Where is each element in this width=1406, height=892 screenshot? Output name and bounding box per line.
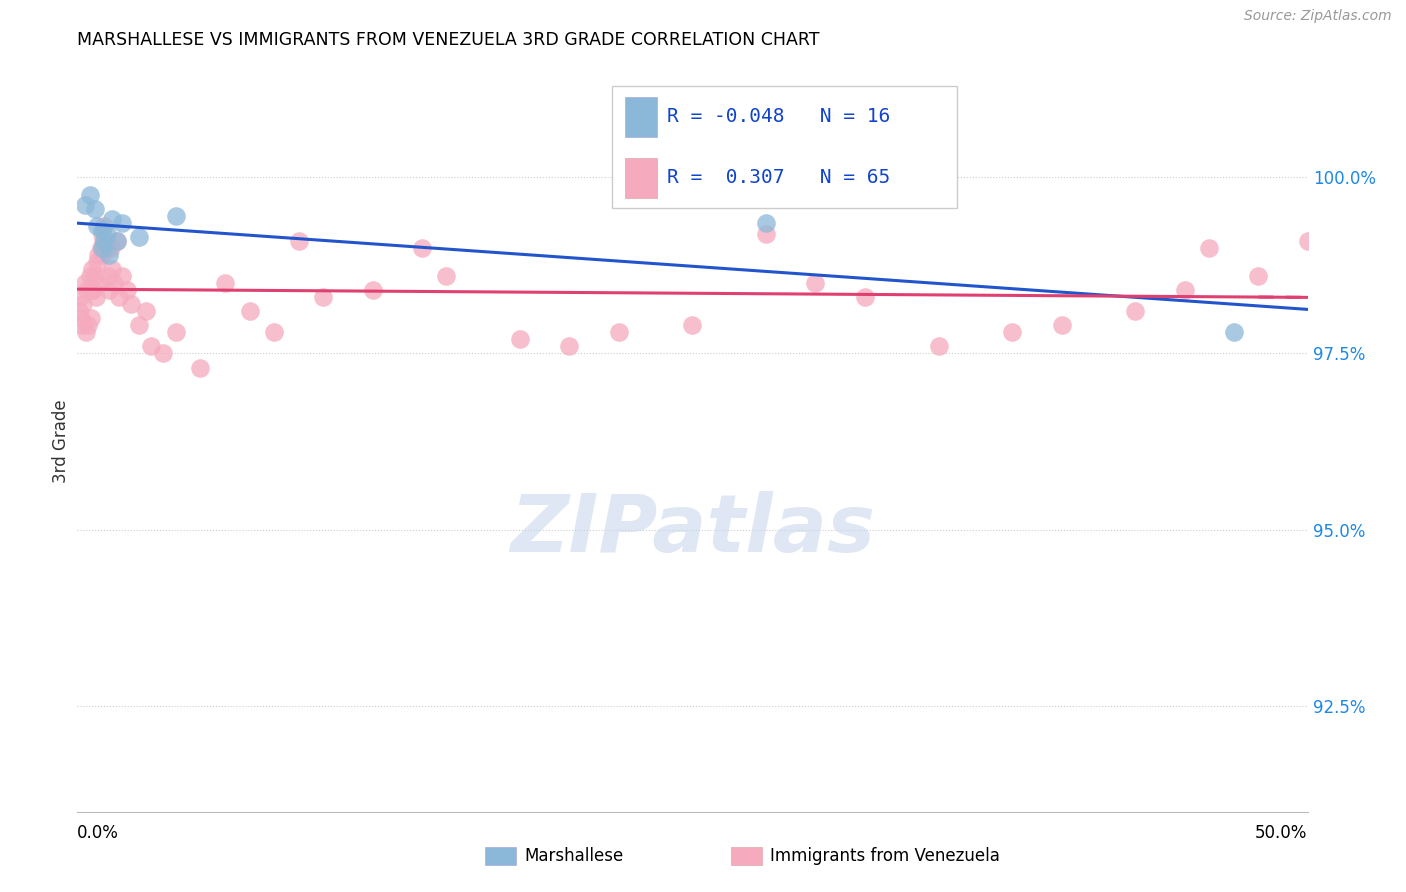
- Point: [239, 304, 262, 318]
- Point: [103, 276, 125, 290]
- Point: [165, 325, 187, 339]
- Point: [90, 248, 114, 262]
- Point: [1001, 325, 1024, 339]
- Point: [82, 283, 104, 297]
- Point: [105, 234, 128, 248]
- Point: [83, 268, 105, 283]
- Point: [90, 223, 114, 237]
- Point: [70, 318, 93, 333]
- Point: [682, 318, 704, 333]
- Point: [79, 268, 101, 283]
- Point: [96, 234, 118, 248]
- Point: [90, 241, 112, 255]
- Point: [115, 283, 138, 297]
- Point: [87, 248, 110, 262]
- Point: [165, 209, 187, 223]
- Text: Marshallese: Marshallese: [524, 847, 624, 865]
- Point: [94, 241, 117, 255]
- Point: [91, 234, 114, 248]
- Point: [361, 283, 384, 297]
- Point: [83, 202, 105, 216]
- Point: [108, 290, 131, 304]
- Point: [86, 254, 108, 268]
- Point: [73, 276, 96, 290]
- Text: ZIPatlas: ZIPatlas: [510, 491, 875, 569]
- Point: [1223, 325, 1246, 339]
- Point: [1247, 268, 1270, 283]
- Point: [101, 261, 124, 276]
- Point: [607, 325, 630, 339]
- Point: [80, 311, 103, 326]
- Point: [98, 283, 121, 297]
- Point: [90, 241, 114, 255]
- Point: [72, 297, 94, 311]
- Point: [1174, 283, 1197, 297]
- Point: [75, 325, 97, 339]
- Point: [135, 304, 157, 318]
- Point: [928, 339, 950, 353]
- Point: [509, 332, 531, 346]
- Point: [436, 268, 458, 283]
- Point: [67, 304, 90, 318]
- Point: [755, 216, 778, 230]
- Point: [100, 241, 122, 255]
- Point: [82, 261, 104, 276]
- Point: [1050, 318, 1073, 333]
- Point: [93, 219, 115, 234]
- Point: [558, 339, 581, 353]
- Point: [1198, 241, 1220, 255]
- Point: [76, 283, 98, 297]
- Point: [411, 241, 433, 255]
- Point: [82, 283, 104, 297]
- Point: [98, 248, 121, 262]
- Point: [804, 276, 827, 290]
- Y-axis label: 3rd Grade: 3rd Grade: [52, 400, 70, 483]
- Point: [190, 360, 212, 375]
- Text: 50.0%: 50.0%: [1256, 824, 1308, 842]
- Point: [93, 234, 115, 248]
- Point: [263, 325, 285, 339]
- Point: [111, 216, 134, 230]
- Point: [288, 234, 311, 248]
- Point: [111, 268, 134, 283]
- Point: [755, 227, 778, 241]
- Point: [214, 276, 236, 290]
- Text: Source: ZipAtlas.com: Source: ZipAtlas.com: [1244, 9, 1392, 23]
- Point: [1296, 234, 1319, 248]
- Point: [79, 187, 101, 202]
- Point: [86, 219, 108, 234]
- Point: [141, 339, 163, 353]
- Point: [73, 198, 96, 212]
- Point: [69, 290, 91, 304]
- Point: [90, 227, 114, 241]
- Point: [105, 234, 128, 248]
- Text: 0.0%: 0.0%: [77, 824, 120, 842]
- Point: [101, 212, 124, 227]
- Point: [152, 346, 174, 360]
- Text: R =  0.307   N = 65: R = 0.307 N = 65: [668, 169, 890, 187]
- Point: [1125, 304, 1147, 318]
- Point: [77, 318, 100, 333]
- Point: [312, 290, 335, 304]
- Point: [96, 227, 118, 241]
- Point: [853, 290, 876, 304]
- Point: [89, 276, 111, 290]
- Point: [70, 311, 93, 326]
- Text: R = -0.048   N = 16: R = -0.048 N = 16: [668, 107, 890, 126]
- Text: MARSHALLESE VS IMMIGRANTS FROM VENEZUELA 3RD GRADE CORRELATION CHART: MARSHALLESE VS IMMIGRANTS FROM VENEZUELA…: [77, 31, 820, 49]
- Point: [121, 297, 143, 311]
- Point: [128, 318, 150, 333]
- Text: Immigrants from Venezuela: Immigrants from Venezuela: [770, 847, 1000, 865]
- Point: [128, 230, 150, 244]
- Point: [84, 290, 107, 304]
- Point: [97, 268, 120, 283]
